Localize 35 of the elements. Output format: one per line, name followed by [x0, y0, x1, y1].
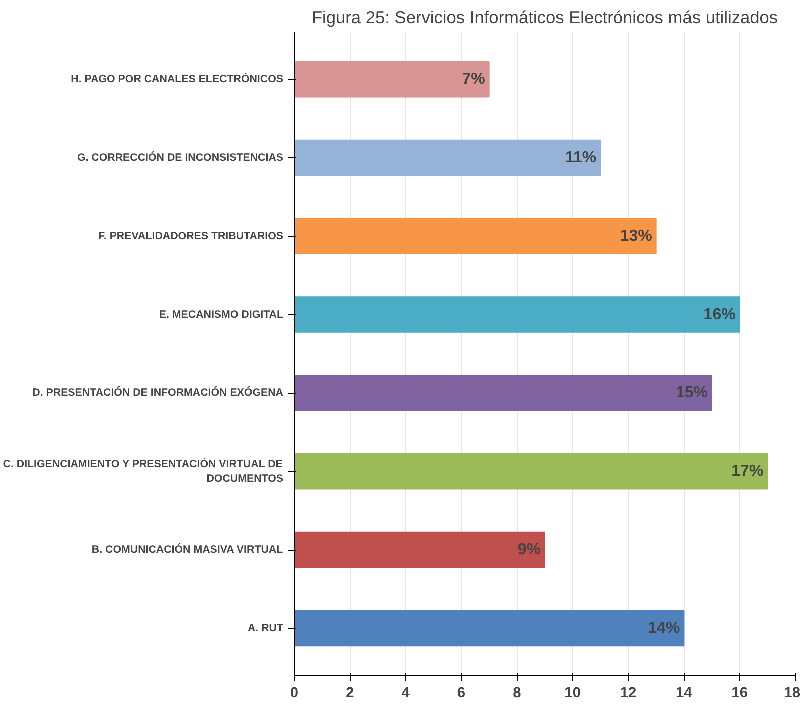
x-tick-label: 4 [402, 686, 411, 702]
x-tick-label: 14 [676, 686, 694, 702]
x-tick-label: 16 [732, 686, 748, 702]
x-tick-label: 12 [620, 686, 637, 702]
y-tick-label: C. DILIGENCIAMIENTO Y PRESENTACIÓN VIRTUAL DE DOCUMENTOS [3, 457, 284, 485]
bar [294, 453, 768, 490]
y-tick-label: D. PRESENTACIÓN DE INFORMACIÓN EXÓGENA [32, 386, 284, 400]
x-tick-label: 0 [290, 686, 299, 702]
y-tick-label: A. RUT [248, 622, 284, 634]
y-tick-label: H. PAGO POR CANALES ELECTRÓNICOS [71, 72, 284, 86]
x-tick-label: 2 [346, 686, 354, 702]
x-tick-label: 6 [457, 686, 466, 702]
y-tick-label: E. MECANISMO DIGITAL [159, 308, 284, 321]
x-tick-label: 8 [513, 686, 522, 702]
data-label: 15% [676, 384, 708, 402]
data-label: 9% [518, 542, 541, 559]
bar [294, 532, 546, 568]
data-label: 13% [620, 228, 652, 245]
data-label: 14% [648, 620, 680, 637]
data-label: 17% [732, 463, 764, 480]
data-label: 7% [462, 71, 486, 88]
bar [294, 296, 740, 333]
bar [294, 140, 602, 176]
y-tick-label: B. COMUNICACIÓN MASIVA VIRTUAL [92, 543, 284, 556]
y-tick-label: G. CORRECCIÓN DE INCONSISTENCIAS [77, 150, 284, 164]
data-label: 11% [566, 149, 597, 166]
bar [294, 61, 490, 98]
data-label: 16% [704, 306, 736, 324]
bar [294, 375, 712, 412]
x-tick-label: 10 [564, 686, 581, 702]
bar [294, 610, 685, 647]
y-tick-label: F. PREVALIDADORES TRIBUTARIOS [98, 230, 284, 242]
bar [294, 218, 657, 255]
chart-title: Figura 25: Servicios Informáticos Electrónicos más utilizados [312, 8, 778, 28]
x-tick-label: 18 [784, 686, 801, 702]
